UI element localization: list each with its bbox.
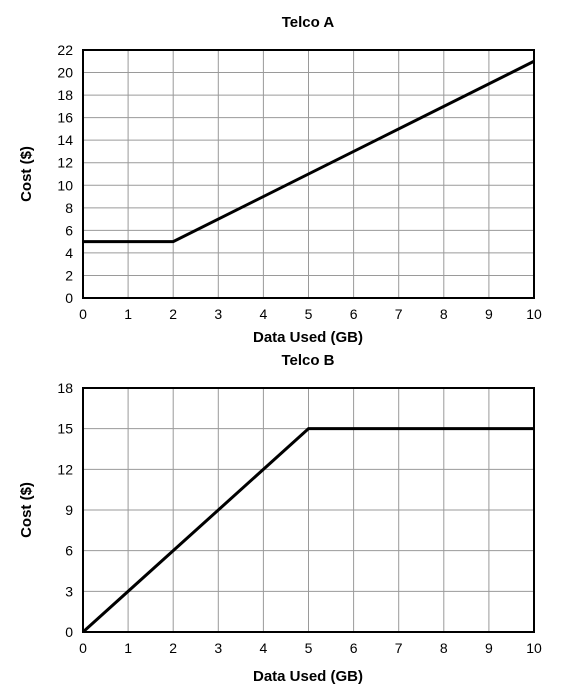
y-tick-label: 16 <box>57 110 73 126</box>
x-tick-label: 3 <box>214 640 222 656</box>
y-tick-label: 12 <box>57 461 73 477</box>
grid <box>82 387 535 633</box>
x-tick-label: 0 <box>79 306 87 322</box>
y-tick-labels: 0 3 6 9 12 15 18 <box>57 380 73 640</box>
series-layer <box>83 59 535 244</box>
x-tick-label: 5 <box>305 640 313 656</box>
x-axis-label: Data Used (GB) <box>253 668 363 685</box>
x-tick-label: 2 <box>169 306 177 322</box>
y-tick-label: 8 <box>65 200 73 216</box>
y-tick-label: 4 <box>65 245 73 261</box>
y-tick-label: 9 <box>65 502 73 518</box>
x-tick-label: 8 <box>440 306 448 322</box>
x-tick-label: 8 <box>440 640 448 656</box>
x-tick-label: 0 <box>79 640 87 656</box>
y-tick-label: 10 <box>57 177 73 193</box>
x-tick-label: 6 <box>350 640 358 656</box>
chart-title: Telco A <box>282 14 335 31</box>
x-tick-label: 4 <box>260 640 268 656</box>
y-tick-label: 0 <box>65 290 73 306</box>
x-tick-label: 1 <box>124 306 132 322</box>
plot-frame <box>82 49 535 299</box>
y-tick-label: 3 <box>65 583 73 599</box>
plot-frame <box>82 387 535 633</box>
x-tick-label: 6 <box>350 306 358 322</box>
x-tick-label: 2 <box>169 640 177 656</box>
x-tick-label: 10 <box>526 306 542 322</box>
x-tick-label: 7 <box>395 640 403 656</box>
y-axis-label: Cost ($) <box>18 146 35 202</box>
y-tick-label: 0 <box>65 624 73 640</box>
y-tick-label: 14 <box>57 132 73 148</box>
y-tick-labels: 0 2 4 6 8 10 12 14 16 18 20 22 <box>57 42 73 306</box>
y-tick-label: 2 <box>65 267 73 283</box>
y-tick-label: 12 <box>57 155 73 171</box>
series-line <box>81 427 534 634</box>
x-tick-label: 9 <box>485 306 493 322</box>
y-tick-label: 15 <box>57 421 73 437</box>
series-layer <box>81 427 534 634</box>
y-tick-label: 6 <box>65 222 73 238</box>
y-tick-label: 18 <box>57 87 73 103</box>
x-tick-label: 3 <box>214 306 222 322</box>
x-axis-label: Data Used (GB) <box>253 329 363 346</box>
y-tick-label: 22 <box>57 42 73 58</box>
x-tick-label: 10 <box>526 640 542 656</box>
x-tick-label: 7 <box>395 306 403 322</box>
y-tick-label: 18 <box>57 380 73 396</box>
x-tick-label: 9 <box>485 640 493 656</box>
y-tick-label: 6 <box>65 543 73 559</box>
x-tick-labels: 0 1 2 3 4 5 6 7 8 9 10 <box>79 306 542 322</box>
series-line <box>83 59 535 244</box>
y-axis-label: Cost ($) <box>18 482 35 538</box>
x-tick-label: 1 <box>124 640 132 656</box>
chart-title: Telco B <box>281 352 334 369</box>
x-tick-label: 4 <box>260 306 268 322</box>
y-tick-label: 20 <box>57 65 73 81</box>
x-tick-labels: 0 1 2 3 4 5 6 7 8 9 10 <box>79 640 542 656</box>
x-tick-label: 5 <box>305 306 313 322</box>
